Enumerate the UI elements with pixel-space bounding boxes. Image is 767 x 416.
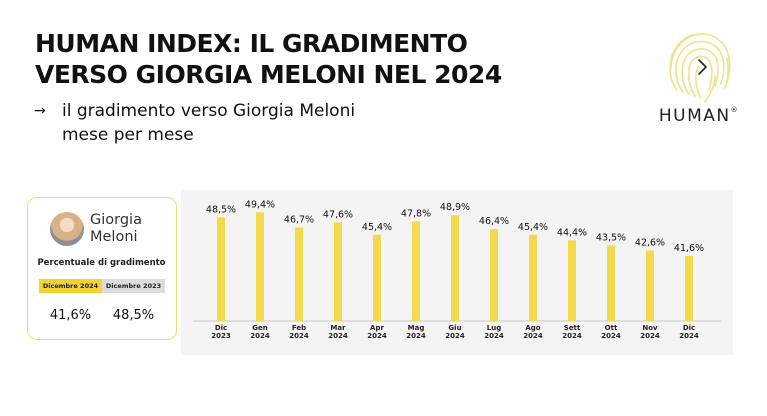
registered-mark: ® [730, 106, 740, 115]
bar-5 [412, 221, 420, 321]
tick-label-year-9: 2024 [562, 332, 582, 340]
bar-9 [568, 240, 576, 321]
tick-label-month-6: Giu [448, 324, 461, 332]
person-last-name: Meloni [90, 229, 138, 245]
value-label-10: 43,5% [596, 232, 626, 243]
tick-label-month-4: Apr [370, 324, 384, 332]
value-label-3: 47,6% [323, 209, 353, 220]
value-previous: 48,5% [112, 308, 155, 323]
tick-label-year-5: 2024 [406, 332, 426, 340]
value-current: 41,6% [49, 308, 92, 323]
bar-8 [529, 234, 537, 321]
tick-label-month-1: Gen [252, 324, 267, 332]
tick-label-year-4: 2024 [367, 332, 387, 340]
tick-label-year-6: 2024 [445, 332, 465, 340]
tick-label-month-3: Mar [330, 324, 346, 332]
fingerprint-icon [669, 33, 731, 103]
tick-label-month-7: Lug [487, 324, 501, 332]
tick-label-month-8: Ago [525, 324, 540, 332]
tick-label-month-9: Sett [564, 324, 581, 332]
value-label-11: 42,6% [635, 237, 665, 248]
bar-0 [217, 217, 225, 321]
value-label-2: 46,7% [284, 214, 314, 225]
bar-3 [334, 222, 342, 321]
tick-label-month-12: Dic [683, 324, 695, 332]
bar-2 [295, 227, 303, 321]
tick-label-year-11: 2024 [640, 332, 660, 340]
title-line-1: HUMAN INDEX: IL GRADIMENTO [35, 29, 468, 58]
person-first-name: Giorgia [90, 212, 142, 228]
subtitle-line-1: il gradimento verso Giorgia Meloni [62, 101, 356, 121]
value-label-5: 47,8% [401, 208, 431, 219]
tick-label-month-0: Dic [215, 324, 227, 332]
tick-label-month-11: Nov [642, 324, 658, 332]
logo-wordmark: HUMAN® [654, 106, 744, 126]
value-label-12: 41,6% [674, 243, 704, 254]
subtitle: → il gradimento verso Giorgia Meloni mes… [34, 99, 356, 147]
tick-label-year-0: 2023 [211, 332, 231, 340]
logo-text: HUMAN [658, 106, 731, 126]
approval-bar-chart: 48,5% 49,4% 46,7% 47,6% 45,4% 47,8% 48,9% 46,4%… [181, 190, 733, 355]
bar-10 [607, 245, 615, 321]
tick-label-month-10: Ott [605, 324, 618, 332]
title-line-2: VERSO GIORGIA MELONI NEL 2024 [35, 60, 502, 89]
approval-label: Percentuale di gradimento [37, 258, 166, 268]
person-name: Giorgia Meloni [90, 212, 142, 246]
tick-label-year-2: 2024 [289, 332, 309, 340]
value-label-6: 48,9% [440, 202, 470, 213]
tab-previous-month: Dicembre 2023 [102, 279, 165, 293]
value-label-1: 49,4% [245, 199, 275, 210]
tick-label-year-1: 2024 [250, 332, 270, 340]
bar-4 [373, 234, 381, 321]
profile-card: Giorgia Meloni Percentuale di gradimento… [27, 197, 177, 340]
tick-label-year-7: 2024 [484, 332, 504, 340]
value-label-8: 45,4% [518, 222, 548, 233]
bar-6 [451, 215, 459, 321]
page-title: HUMAN INDEX: IL GRADIMENTO VERSO GIORGIA… [35, 28, 502, 90]
tick-label-month-2: Feb [292, 324, 306, 332]
value-label-4: 45,4% [362, 222, 392, 233]
value-label-7: 46,4% [479, 216, 509, 227]
tick-label-year-10: 2024 [601, 332, 621, 340]
tick-label-year-3: 2024 [328, 332, 348, 340]
value-label-0: 48,5% [206, 204, 236, 215]
bar-1 [256, 212, 264, 321]
tab-current-month: Dicembre 2024 [39, 279, 102, 293]
tick-label-year-8: 2024 [523, 332, 543, 340]
tick-label-year-12: 2024 [679, 332, 699, 340]
bar-7 [490, 229, 498, 321]
bar-11 [646, 250, 654, 321]
chart-canvas: 48,5% 49,4% 46,7% 47,6% 45,4% 47,8% 48,9% 46,4%… [193, 199, 721, 340]
bar-12 [685, 256, 693, 321]
tick-label-month-5: Mag [408, 324, 425, 332]
subtitle-line-2: mese per mese [62, 125, 194, 145]
human-logo: HUMAN® [654, 28, 744, 128]
avatar [50, 212, 84, 246]
value-label-9: 44,4% [557, 227, 587, 238]
arrow-right-icon: → [34, 103, 46, 119]
